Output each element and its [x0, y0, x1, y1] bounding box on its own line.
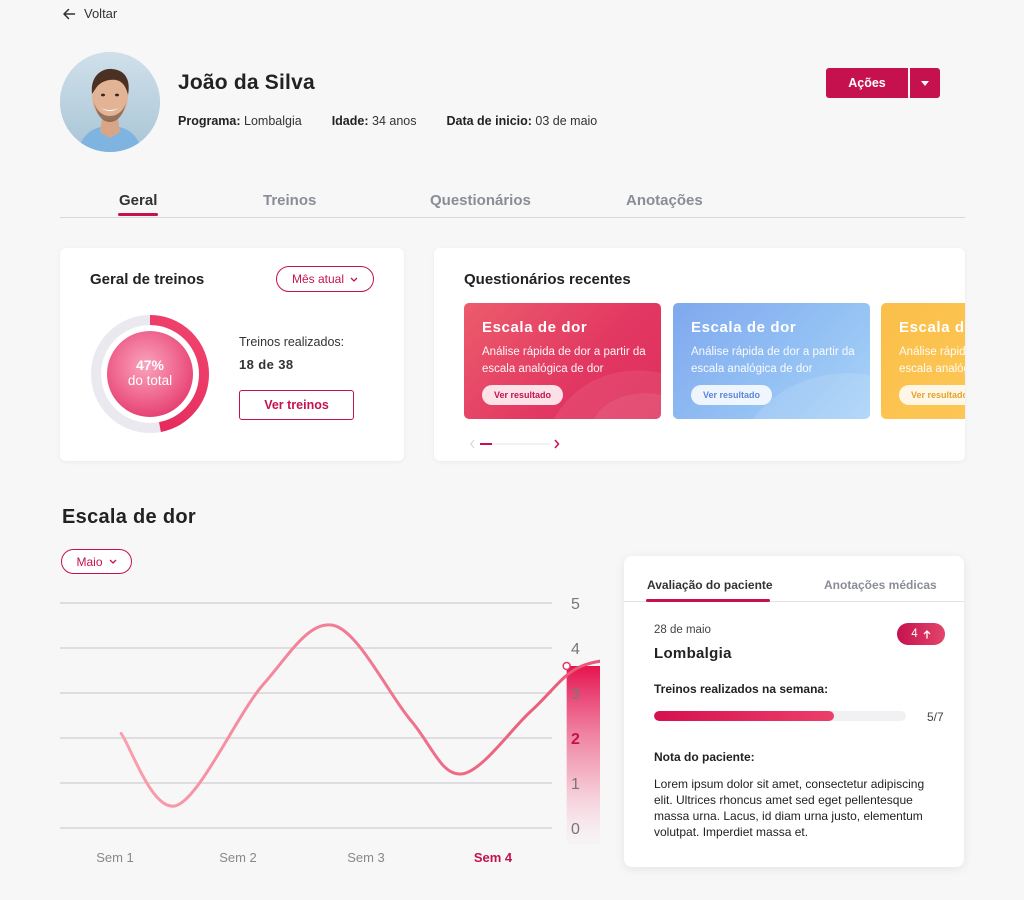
tab-anotacoes[interactable]: Anotações [626, 192, 703, 209]
weekly-trainings-count: 5/7 [927, 710, 944, 724]
weekly-trainings-label: Treinos realizados na semana: [654, 682, 829, 696]
tab-treinos[interactable]: Treinos [263, 192, 317, 209]
chevron-right-icon [554, 439, 560, 449]
y-tick-label: 1 [571, 776, 580, 793]
donut-percent: 47% [135, 357, 165, 373]
x-tick-label: Sem 1 [96, 850, 134, 865]
tab-medical-notes[interactable]: Anotações médicas [824, 578, 937, 592]
chevron-down-icon [109, 559, 116, 564]
actions-group: Ações [826, 68, 940, 98]
arrow-left-icon [63, 8, 76, 19]
training-donut: 47% do total [90, 314, 210, 434]
back-link[interactable]: Voltar [62, 6, 117, 21]
x-tick-label: Sem 2 [219, 850, 257, 865]
back-label: Voltar [84, 6, 118, 21]
pain-level-badge: 4 [897, 623, 945, 645]
data-point [562, 661, 571, 671]
series-line [119, 623, 600, 808]
weekly-trainings-progress-fill [654, 711, 834, 721]
questionnaire-description: Análise rápida de dor a partir da escala… [691, 346, 855, 375]
trainings-done-label: Treinos realizados: [239, 335, 345, 349]
assessment-date: 28 de maio [654, 624, 711, 636]
donut-progress-arc [91, 315, 209, 433]
start-date-info: Data de inicio: 03 de maio [446, 114, 598, 128]
donut-subtitle: do total [127, 373, 173, 388]
questionnaire-card[interactable]: Escala de dor Análise rápida de dor a pa… [464, 303, 661, 419]
arrow-up-icon [923, 629, 931, 638]
donut-label: 47% do total [90, 357, 210, 389]
pain-scale-chart: 0 1 2 3 4 5 Sem 1 Sem 2 Sem 3 Sem 4 [60, 596, 600, 865]
questionnaire-title: Escala de dor [482, 319, 588, 336]
tab-geral[interactable]: Geral [119, 192, 158, 209]
month-label: Maio [76, 554, 103, 569]
x-tick-label: Sem 3 [347, 850, 385, 865]
assessment-tabs: Avaliação do paciente Anotações médicas [624, 556, 964, 602]
questionnaire-title: Escala de dor [899, 319, 965, 336]
y-tick-label: 2 [571, 731, 580, 748]
questionnaire-description: Análise rápida de dor a partir da escala… [899, 346, 965, 375]
program-info: Programa: Lombalgia [178, 114, 302, 128]
carousel-pager [470, 439, 560, 449]
questionnaire-card[interactable]: Escala de dor Análise rápida de dor a pa… [881, 303, 965, 419]
age-info: Idade: 34 anos [331, 114, 417, 128]
actions-dropdown-button[interactable] [910, 68, 940, 98]
patient-note-label: Nota do paciente: [654, 750, 755, 764]
training-summary-title: Geral de treinos [90, 271, 205, 288]
view-result-button[interactable]: Ver resultado [482, 385, 564, 405]
caret-down-icon [921, 80, 929, 86]
questionnaire-title: Escala de dor [691, 319, 797, 336]
questionnaire-card[interactable]: Escala de dor Análise rápida de dor a pa… [673, 303, 870, 419]
questionnaires-title: Questionários recentes [464, 271, 631, 288]
weekly-trainings-progress [654, 711, 906, 721]
pain-level-value: 4 [911, 628, 918, 640]
assessment-condition: Lombalgia [654, 645, 732, 662]
patient-meta: Programa: Lombalgia Idade: 34 anos Data … [178, 114, 597, 128]
highlight-band [566, 666, 600, 844]
view-result-button[interactable]: Ver resultado [899, 385, 965, 405]
tab-questionarios[interactable]: Questionários [430, 192, 531, 209]
view-result-button[interactable]: Ver resultado [691, 385, 773, 405]
trainings-done-value: 18 de 38 [239, 357, 294, 372]
patient-assessment-card: Avaliação do paciente Anotações médicas … [624, 556, 964, 867]
view-trainings-button[interactable]: Ver treinos [239, 390, 354, 420]
avatar [60, 52, 160, 152]
patient-note-text: Lorem ipsum dolor sit amet, consectetur … [654, 777, 925, 839]
y-tick-label: 4 [571, 641, 580, 658]
month-select[interactable]: Maio [61, 549, 132, 574]
main-tabs: Geral Treinos Questionários Anotações [60, 186, 965, 218]
chevron-down-icon [350, 277, 358, 282]
active-tab-indicator [646, 599, 770, 602]
questionnaire-description: Análise rápida de dor a partir da escala… [482, 346, 646, 375]
training-summary-card: Geral de treinos Mês atual 47% do total … [60, 248, 404, 461]
y-tick-label: 3 [571, 686, 580, 703]
y-tick-label: 0 [571, 821, 580, 838]
period-label: Mês atual [291, 272, 345, 286]
period-select[interactable]: Mês atual [276, 266, 374, 292]
y-tick-label: 5 [571, 596, 580, 613]
actions-button[interactable]: Ações [826, 68, 908, 98]
pain-scale-title: Escala de dor [62, 506, 196, 528]
x-tick-label: Sem 4 [474, 850, 513, 865]
patient-name: João da Silva [178, 71, 315, 94]
recent-questionnaires-card: Questionários recentes Escala de dor Aná… [434, 248, 965, 461]
tab-patient-assessment[interactable]: Avaliação do paciente [647, 578, 773, 592]
chevron-left-icon [470, 439, 475, 449]
active-tab-indicator [118, 213, 158, 216]
